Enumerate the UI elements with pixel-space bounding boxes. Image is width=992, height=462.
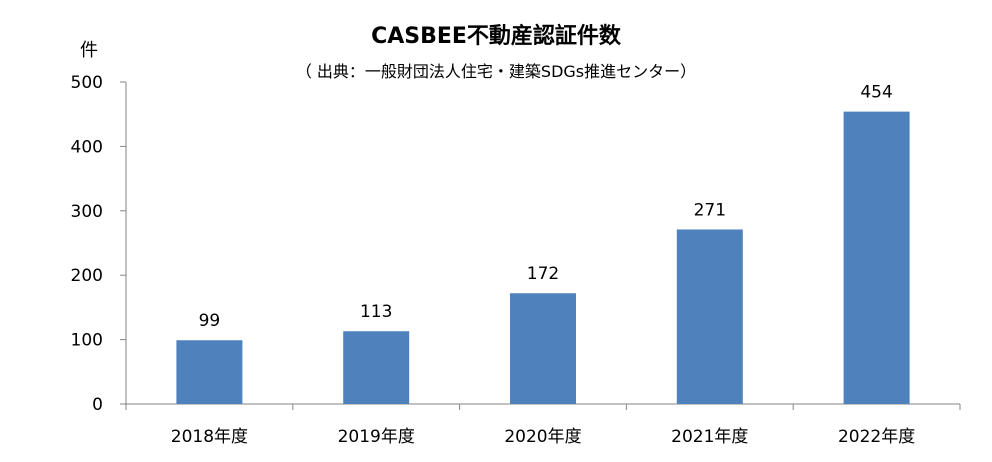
y-tick-label: 300 <box>71 202 103 222</box>
chart-subtitle: （ 出典：一般財団法人住宅・建築SDGs推進センター） <box>295 62 697 81</box>
chart-title: CASBEE不動産認証件数 <box>371 24 621 49</box>
y-tick-label: 500 <box>71 73 103 93</box>
chart-labels: 99 2018年度 113 2019年度 172 2020年度 271 2021年度 454 20… <box>171 83 915 447</box>
bar-series <box>176 111 910 405</box>
x-category-label: 2022年度 <box>838 427 915 447</box>
bar <box>343 331 410 404</box>
data-label: 99 <box>199 311 221 331</box>
data-label: 454 <box>860 83 892 103</box>
bar <box>676 229 743 404</box>
y-tick-label: 400 <box>71 137 103 157</box>
bar <box>176 340 243 404</box>
x-category-label: 2021年度 <box>671 427 748 447</box>
data-label: 172 <box>527 264 559 284</box>
bar <box>510 293 576 404</box>
y-tick-label: 200 <box>71 266 103 286</box>
x-category-label: 2018年度 <box>171 427 248 447</box>
data-label: 113 <box>360 302 392 322</box>
y-tick-label: 100 <box>71 331 103 351</box>
x-category-label: 2019年度 <box>338 427 415 447</box>
y-tick-label: 0 <box>92 395 103 415</box>
x-category-label: 2020年度 <box>504 427 581 447</box>
data-label: 271 <box>694 200 726 220</box>
chart-axes: 0 100 200 300 400 500 <box>71 73 961 415</box>
y-axis-unit-label: 件 <box>80 40 98 61</box>
bar <box>843 111 910 405</box>
